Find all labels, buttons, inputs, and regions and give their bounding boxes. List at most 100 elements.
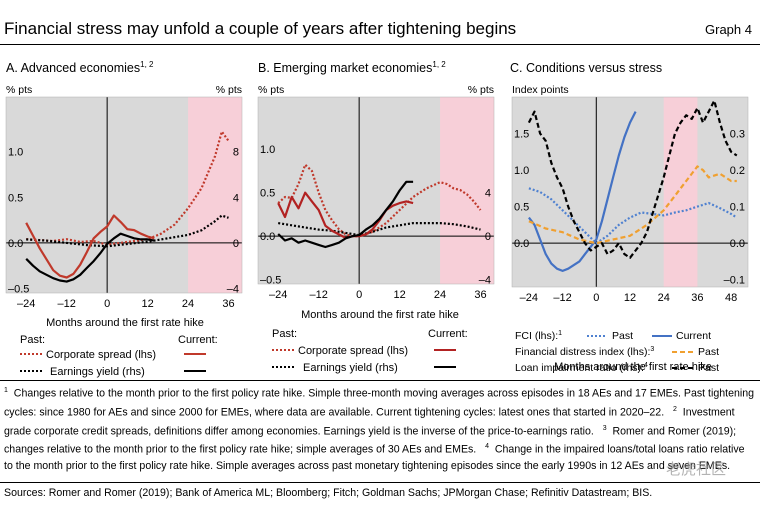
panel-b-x-tick: –24: [269, 289, 287, 301]
panel-b-title: B. Emerging market economies1, 2: [258, 60, 446, 75]
legend-c-fci-label: FCI (lhs):: [515, 330, 558, 342]
panel-a-shaded-window: [188, 97, 242, 293]
footnote-2-marker: 2: [672, 405, 677, 413]
panel-a-y-left-tick: –0.5: [8, 283, 29, 295]
panel-a-series-3: [25, 232, 155, 283]
panel-c-x-tick: 0: [593, 292, 599, 304]
panel-a-y-right-tick: 4: [233, 192, 239, 204]
panel-c-y-right-tick: 0.3: [730, 129, 745, 141]
panel-c: C. Conditions versus stress Index points…: [510, 61, 749, 373]
footnote-4-marker: 4: [485, 443, 489, 451]
panel-a-x-tick: 36: [222, 298, 234, 310]
legend-a-ey-label: Earnings yield (rhs): [50, 366, 145, 378]
panel-a-series-1: [26, 214, 229, 248]
legend-b-spread-label: Corporate spread (lhs): [298, 345, 408, 357]
panel-b-right-unit: % pts: [468, 84, 494, 96]
legend-c-fdi-label: Financial distress index (lhs):: [515, 346, 650, 358]
panel-b-x-tick: 12: [393, 289, 405, 301]
legend-c-lir: Loan impairment ratio (rhs):4: [515, 362, 648, 374]
legend-c-fci-sup: 1: [558, 330, 562, 337]
legend-b: Past: Current: Corporate spread (lhs) Ea…: [272, 328, 468, 374]
panel-c-series-0: [528, 187, 738, 245]
panel-a-y-left-tick: 0.0: [8, 238, 23, 250]
panel-c-title-text: C. Conditions versus stress: [510, 61, 662, 75]
panel-a-frame: [5, 96, 243, 294]
legend-c-lir-past: Past: [698, 362, 719, 374]
panel-b-series-0: [277, 163, 482, 238]
panel-b: B. Emerging market economies1, 2 % pts %…: [257, 60, 495, 321]
legend-c-fci-past: Past: [612, 330, 633, 342]
panel-b-y-right-tick: 4: [485, 188, 491, 200]
footnote-3-marker: 3: [602, 424, 607, 432]
panel-c-left-unit: Index points: [512, 84, 569, 96]
panel-c-y-left-tick: 0.5: [514, 202, 529, 214]
panel-a-x-tick: 0: [104, 298, 110, 310]
panel-a-y-left-tick: 0.5: [8, 192, 23, 204]
panel-c-series-2: [528, 165, 737, 245]
panel-c-y-right-tick: 0.1: [730, 202, 745, 214]
panel-b-x-tick: 0: [356, 289, 362, 301]
panel-b-series-3: [277, 180, 414, 249]
legend-c-fci: FCI (lhs):1: [515, 330, 562, 342]
footnote-3: Romer and Romer (2019); changes relative…: [4, 425, 737, 457]
panel-c-y-right-tick: 0.2: [730, 165, 745, 177]
panel-c-shaded-window: [663, 97, 698, 287]
legend-c: FCI (lhs):1 Past Current Financial distr…: [515, 330, 719, 374]
watermark: 老虎社区: [666, 461, 727, 478]
legend-a-spread-label: Corporate spread (lhs): [46, 349, 156, 361]
panel-c-x-tick: 48: [725, 292, 737, 304]
legend-c-fdi: Financial distress index (lhs):3: [515, 346, 654, 358]
panel-a-title-text: A. Advanced economies: [6, 61, 140, 75]
panel-a-y-left-tick: 1.0: [8, 147, 23, 159]
legend-a-current: Current:: [178, 334, 218, 346]
panel-a-title: A. Advanced economies1, 2: [6, 60, 154, 75]
legend-c-fci-current: Current: [676, 330, 711, 342]
panel-b-y-left-tick: 1.0: [260, 144, 275, 156]
panel-b-y-left-tick: 0.5: [260, 188, 275, 200]
panel-b-y-left-tick: –0.5: [260, 275, 281, 287]
panel-c-series-3: [527, 99, 738, 259]
page-title: Financial stress may unfold a couple of …: [4, 19, 517, 38]
panel-a-title-sup: 1, 2: [140, 60, 154, 69]
panel-a-x-tick: –24: [17, 298, 35, 310]
panel-a: A. Advanced economies1, 2 % pts % pts Mo…: [5, 60, 243, 329]
notes-divider: [0, 380, 760, 381]
panel-a-x-label: Months around the first rate hike: [46, 317, 204, 329]
panel-a-x-tick: 24: [182, 298, 194, 310]
panel-a-series-2: [25, 214, 155, 279]
panel-b-shaded-window: [440, 97, 494, 284]
legend-c-fdi-sup: 3: [650, 346, 654, 353]
panel-c-y-left-tick: 0.0: [514, 238, 529, 250]
panel-a-y-right-tick: 0: [233, 238, 239, 250]
legend-b-past: Past:: [272, 328, 297, 340]
panel-c-frame: [511, 96, 749, 288]
footnote-4: Change in the impaired loans/total loans…: [4, 444, 745, 473]
panel-b-frame: [257, 96, 495, 285]
panel-a-y-right-tick: 8: [233, 147, 239, 159]
legend-b-ey-label: Earnings yield (rhs): [303, 362, 398, 374]
panel-a-x-tick: 12: [141, 298, 153, 310]
panel-b-y-right-tick: 0: [485, 231, 491, 243]
panel-a-x-tick: –12: [58, 298, 76, 310]
footnote-1-marker: 1: [4, 387, 8, 394]
panel-b-left-unit: % pts: [258, 84, 284, 96]
legend-a-past: Past:: [20, 334, 45, 346]
panel-c-y-right-tick: 0.0: [730, 238, 745, 250]
panel-a-series-0: [26, 130, 230, 246]
panel-b-x-tick: 36: [474, 289, 486, 301]
panel-c-y-right-tick: –0.1: [724, 275, 745, 287]
panel-c-series-1: [528, 111, 637, 272]
panel-b-x-tick: –12: [310, 289, 328, 301]
panel-b-x-label: Months around the first rate hike: [301, 309, 459, 321]
charts-canvas: A. Advanced economies1, 2 % pts % pts Mo…: [5, 60, 749, 378]
panel-a-left-unit: % pts: [6, 84, 32, 96]
sources: Sources: Romer and Romer (2019); Bank of…: [4, 487, 653, 499]
panel-c-x-tick: 24: [658, 292, 670, 304]
footnotes: 1 Changes relative to the month prior to…: [4, 383, 756, 475]
panel-c-y-left-tick: 1.5: [514, 129, 529, 141]
panel-c-x-tick: –24: [520, 292, 538, 304]
footnote-2: Investment grade corporate credit spread…: [4, 406, 735, 438]
panel-c-y-left-tick: 1.0: [514, 165, 529, 177]
panel-b-title-text: B. Emerging market economies: [258, 61, 432, 75]
